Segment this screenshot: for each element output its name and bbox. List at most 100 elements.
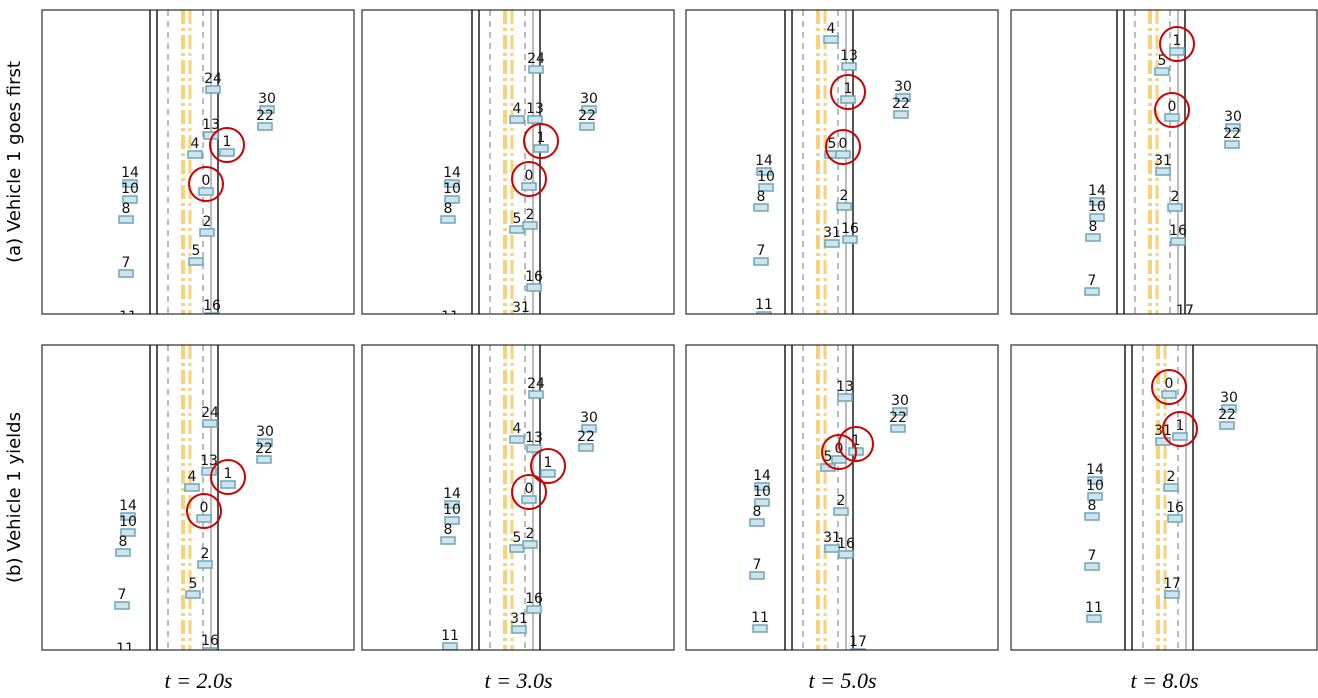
vehicle bbox=[757, 312, 771, 319]
vehicle-label: 1 bbox=[224, 466, 233, 482]
vehicle-label: 10 bbox=[119, 514, 137, 530]
vehicle-label: 11 bbox=[119, 309, 137, 325]
vehicle-label: 24 bbox=[201, 405, 219, 421]
vehicle bbox=[203, 648, 217, 655]
vehicle-label: 30 bbox=[580, 91, 598, 107]
vehicle-label: 0 bbox=[525, 168, 534, 184]
vehicle bbox=[115, 602, 129, 609]
vehicle-label: 4 bbox=[188, 469, 197, 485]
vehicle-label: 17 bbox=[1163, 576, 1181, 592]
vehicle-label: 22 bbox=[256, 108, 274, 124]
vehicle-label: 2 bbox=[1167, 469, 1176, 485]
vehicle bbox=[579, 444, 593, 451]
vehicle bbox=[843, 236, 857, 243]
vehicle-label: 0 bbox=[202, 173, 211, 189]
vehicle bbox=[753, 625, 767, 632]
vehicle bbox=[824, 36, 838, 43]
vehicle bbox=[443, 643, 457, 650]
vehicle bbox=[1220, 422, 1234, 429]
vehicle bbox=[510, 226, 524, 233]
vehicle bbox=[197, 515, 211, 522]
vehicle-label: 14 bbox=[1088, 183, 1106, 199]
vehicle bbox=[119, 270, 133, 277]
vehicle-label: 31 bbox=[823, 225, 841, 241]
panel: 24302213141410082571611 bbox=[119, 10, 276, 331]
vehicle bbox=[534, 145, 548, 152]
vehicle-label: 16 bbox=[1166, 500, 1184, 516]
vehicle bbox=[528, 116, 542, 123]
vehicle bbox=[116, 549, 130, 556]
vehicle-label: 1 bbox=[844, 81, 853, 97]
vehicle bbox=[1155, 68, 1169, 75]
vehicle bbox=[842, 63, 856, 70]
vehicle bbox=[258, 123, 272, 130]
vehicle-label: 7 bbox=[1088, 273, 1097, 289]
panel-frame bbox=[42, 10, 354, 314]
vehicle-label: 30 bbox=[1224, 109, 1242, 125]
vehicle-label: 10 bbox=[121, 181, 139, 197]
vehicle-label: 11 bbox=[441, 309, 459, 325]
vehicle-label: 8 bbox=[122, 201, 131, 217]
vehicle bbox=[891, 425, 905, 432]
vehicle bbox=[441, 537, 455, 544]
vehicle bbox=[119, 216, 133, 223]
vehicle-label: 10 bbox=[757, 169, 775, 185]
vehicle-label: 1 bbox=[544, 455, 553, 471]
vehicle bbox=[1168, 204, 1182, 211]
vehicle-label: 0 bbox=[525, 481, 534, 497]
vehicle bbox=[894, 111, 908, 118]
vehicle-label: 2 bbox=[203, 214, 212, 230]
vehicle bbox=[200, 229, 214, 236]
vehicle bbox=[527, 606, 541, 613]
vehicle bbox=[1165, 591, 1179, 598]
vehicle-label: 8 bbox=[1089, 219, 1098, 235]
vehicle bbox=[841, 96, 855, 103]
vehicle-label: 14 bbox=[755, 153, 773, 169]
vehicle-label: 4 bbox=[513, 101, 522, 117]
vehicle bbox=[754, 204, 768, 211]
panel: 133022150141082311671117 bbox=[750, 345, 909, 656]
vehicle bbox=[199, 188, 213, 195]
vehicle bbox=[188, 151, 202, 158]
panel: 243022413101410852163111 bbox=[441, 10, 598, 331]
vehicle bbox=[1087, 615, 1101, 622]
vehicle-label: 30 bbox=[891, 393, 909, 409]
vehicle bbox=[118, 656, 132, 663]
figure: 2430221314141008257161124302241310141085… bbox=[0, 0, 1318, 698]
vehicle bbox=[580, 123, 594, 130]
vehicle bbox=[1085, 563, 1099, 570]
panel: 24302213140141082571611 bbox=[115, 345, 274, 663]
vehicle-label: 30 bbox=[894, 79, 912, 95]
vehicle-label: 11 bbox=[441, 628, 459, 644]
vehicle bbox=[1170, 48, 1184, 55]
vehicle bbox=[541, 470, 555, 477]
vehicle bbox=[523, 222, 537, 229]
vehicle-label: 11 bbox=[1085, 600, 1103, 616]
vehicle-label: 16 bbox=[201, 633, 219, 649]
vehicle-label: 30 bbox=[580, 410, 598, 426]
vehicle-label: 8 bbox=[119, 534, 128, 550]
vehicle-label: 2 bbox=[526, 526, 535, 542]
vehicle bbox=[523, 541, 537, 548]
vehicle-label: 10 bbox=[753, 484, 771, 500]
vehicle-label: 5 bbox=[513, 530, 522, 546]
vehicle bbox=[522, 496, 536, 503]
vehicle-label: 13 bbox=[526, 101, 544, 117]
vehicle-label: 22 bbox=[892, 96, 910, 112]
vehicle-label: 5 bbox=[192, 243, 201, 259]
vehicle-label: 22 bbox=[578, 108, 596, 124]
vehicle-label: 17 bbox=[1176, 303, 1194, 319]
vehicle bbox=[527, 284, 541, 291]
vehicle-label: 4 bbox=[191, 136, 200, 152]
vehicle bbox=[1085, 288, 1099, 295]
vehicle bbox=[1225, 141, 1239, 148]
vehicle-label: 14 bbox=[1086, 462, 1104, 478]
vehicle bbox=[1162, 391, 1176, 398]
vehicle bbox=[198, 561, 212, 568]
vehicle-label: 22 bbox=[1223, 126, 1241, 142]
vehicle bbox=[825, 240, 839, 247]
vehicle bbox=[838, 394, 852, 401]
vehicle bbox=[529, 66, 543, 73]
